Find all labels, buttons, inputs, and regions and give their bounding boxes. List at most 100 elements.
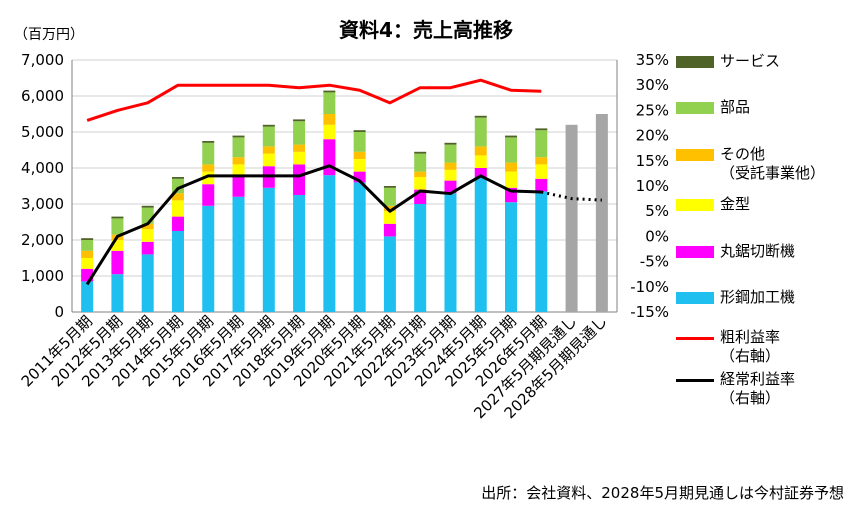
bar-segment: [171, 231, 184, 312]
bar-segment: [414, 151, 427, 154]
bar-segment: [474, 115, 487, 118]
series-line: [85, 164, 542, 286]
bar-segment: [535, 130, 548, 158]
bar-segment: [141, 207, 154, 224]
bar-segment: [202, 141, 215, 143]
bar-segment: [293, 151, 306, 165]
bar-segment: [171, 193, 184, 201]
y2-tick-label: 35%: [636, 51, 669, 69]
bar-segment: [262, 146, 275, 154]
y2-tick-label: 15%: [636, 152, 669, 170]
bar-segment: [232, 157, 245, 165]
bar-segment: [505, 135, 518, 138]
bar-segment: [262, 187, 275, 312]
bar-segment: [293, 119, 306, 122]
bar-segment: [202, 184, 215, 206]
bar-segment: [141, 205, 154, 208]
bar-segment: [505, 171, 518, 188]
bar-segment: [171, 177, 184, 179]
legend-label: サービス: [720, 52, 781, 70]
bar-segment: [323, 92, 336, 114]
legend-label: その他 （受託事業他）: [720, 145, 826, 182]
y2-tick-label: -5%: [640, 253, 669, 271]
bar-segment: [262, 126, 275, 147]
chart-title: 資料4：売上高推移: [339, 18, 513, 42]
y2-tick-label: 5%: [645, 202, 669, 220]
bar-segment: [414, 153, 427, 172]
y2-tick-label: 30%: [636, 76, 669, 94]
bar-segment: [505, 202, 518, 312]
bar-segment: [535, 178, 548, 192]
bar-segment: [383, 211, 396, 224]
bar-segment: [414, 177, 427, 190]
y2-tick-label: -15%: [630, 303, 669, 321]
bar-segment: [323, 114, 336, 125]
y-axis-unit-label: （百万円）: [14, 27, 84, 43]
bar-segment: [293, 164, 306, 195]
legend-label: 部品: [720, 98, 751, 116]
legend-label: 丸鋸切断機: [720, 242, 796, 260]
bar-segment: [535, 128, 548, 131]
bar-segment: [141, 223, 154, 230]
y2-tick-label: -10%: [630, 278, 669, 296]
legend-swatch: [676, 56, 714, 68]
bar-segment: [353, 132, 366, 152]
bar-segment: [81, 258, 94, 269]
bar-segment: [111, 218, 124, 235]
y-tick-label: 4,000: [21, 159, 64, 177]
bar-segment: [293, 121, 306, 145]
bar-segment: [323, 90, 336, 93]
bar-segment: [414, 171, 427, 177]
bar-segment: [81, 240, 94, 251]
y-tick-label: 1,000: [21, 267, 64, 285]
bar-segment: [353, 151, 366, 159]
bar-segment: [474, 117, 487, 147]
y2-tick-label: 0%: [645, 227, 669, 245]
bar-segment: [202, 164, 215, 172]
y-tick-label: 2,000: [21, 231, 64, 249]
bar-segment: [232, 177, 245, 197]
forecast-bar: [565, 124, 578, 312]
legend-label: 形鋼加工機: [720, 288, 796, 306]
bar-segment: [535, 191, 548, 312]
bar-segment: [81, 238, 94, 240]
bar-segment: [383, 205, 396, 212]
bar-segment: [353, 159, 366, 172]
bar-segment: [262, 153, 275, 167]
bar-segment: [535, 164, 548, 179]
bar-segment: [81, 281, 94, 312]
bar-segment: [171, 178, 184, 194]
legend-swatch: [676, 246, 714, 258]
legend-swatch: [676, 149, 714, 161]
bar-segment: [444, 193, 457, 312]
bar-segment: [535, 157, 548, 165]
bar-segment: [81, 250, 94, 258]
source-note: 出所：会社資料、2028年5月期見通しは今村証券予想: [481, 484, 844, 502]
bar-segment: [353, 130, 366, 132]
bar-segment: [444, 142, 457, 145]
legend-swatch: [676, 379, 714, 382]
bar-segment: [444, 162, 457, 170]
bar-segment: [323, 139, 336, 176]
bar-segment: [202, 205, 215, 312]
y-tick-label: 3,000: [21, 195, 64, 213]
bar-segment: [232, 137, 245, 158]
legend-swatch: [676, 337, 714, 340]
bar-segment: [171, 216, 184, 231]
bar-segment: [111, 274, 124, 312]
bar-segment: [232, 135, 245, 138]
bar-segment: [353, 182, 366, 312]
bar-segment: [323, 124, 336, 140]
bar-segment: [444, 169, 457, 181]
legend-label: 金型: [720, 195, 751, 213]
bar-segment: [474, 146, 487, 156]
bar-segment: [202, 142, 215, 165]
bar-segment: [232, 196, 245, 312]
legend-swatch: [676, 292, 714, 304]
bar-segment: [474, 168, 487, 177]
bar-segment: [141, 241, 154, 255]
bar-segment: [141, 229, 154, 242]
bar-segment: [474, 155, 487, 168]
bar-segment: [383, 187, 396, 206]
